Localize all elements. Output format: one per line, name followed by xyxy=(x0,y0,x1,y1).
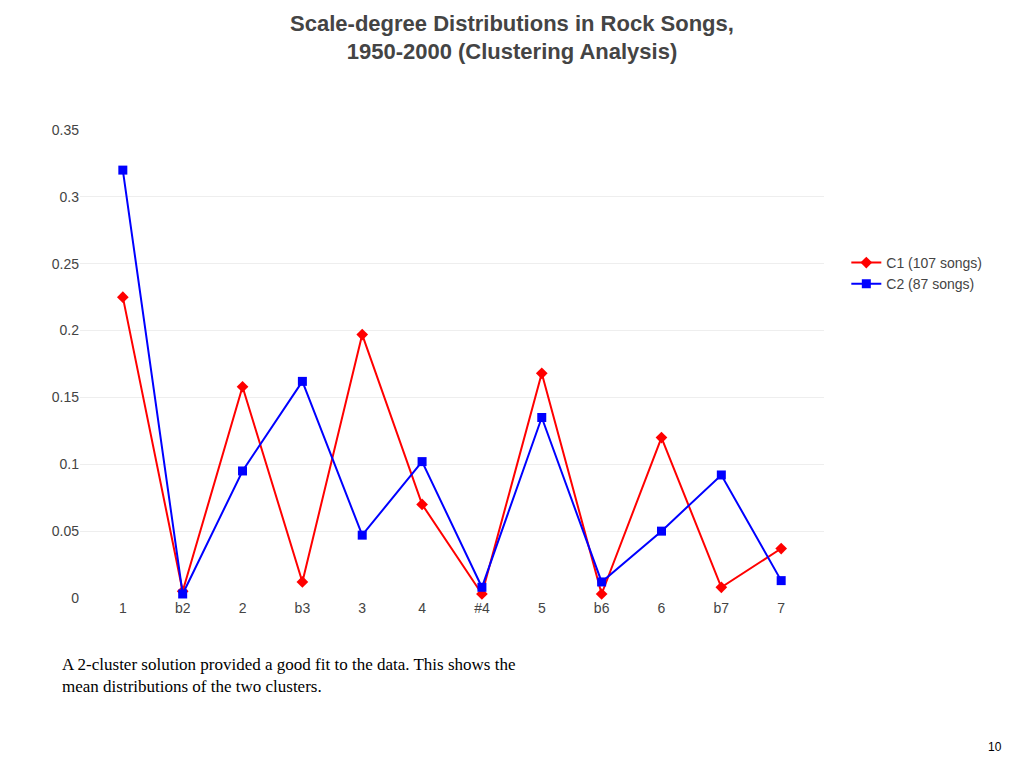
svg-text:4: 4 xyxy=(418,600,426,616)
svg-text:0.3: 0.3 xyxy=(60,189,80,205)
svg-text:0.1: 0.1 xyxy=(60,456,80,472)
svg-text:0: 0 xyxy=(71,590,79,606)
svg-text:A 2-cluster solution provided: A 2-cluster solution provided a good fit… xyxy=(62,655,515,696)
svg-text:Scale-degree Distributions in: Scale-degree Distributions in Rock Songs… xyxy=(290,11,734,65)
svg-text:0.2: 0.2 xyxy=(60,322,80,338)
svg-text:C2 (87 songs): C2 (87 songs) xyxy=(886,276,974,292)
svg-text:1: 1 xyxy=(119,600,127,616)
svg-text:b2: b2 xyxy=(175,600,191,616)
svg-text:0.05: 0.05 xyxy=(52,523,79,539)
svg-text:b3: b3 xyxy=(295,600,311,616)
svg-text:0.25: 0.25 xyxy=(52,256,79,272)
svg-text:b7: b7 xyxy=(714,600,730,616)
svg-text:5: 5 xyxy=(538,600,546,616)
svg-text:10: 10 xyxy=(988,740,1002,754)
svg-text:#4: #4 xyxy=(474,600,490,616)
svg-text:b6: b6 xyxy=(594,600,610,616)
svg-text:0.15: 0.15 xyxy=(52,389,79,405)
svg-text:C1 (107 songs): C1 (107 songs) xyxy=(886,255,982,271)
svg-text:7: 7 xyxy=(777,600,785,616)
svg-text:6: 6 xyxy=(658,600,666,616)
svg-text:2: 2 xyxy=(239,600,247,616)
svg-text:3: 3 xyxy=(358,600,366,616)
svg-text:0.35: 0.35 xyxy=(52,122,79,138)
